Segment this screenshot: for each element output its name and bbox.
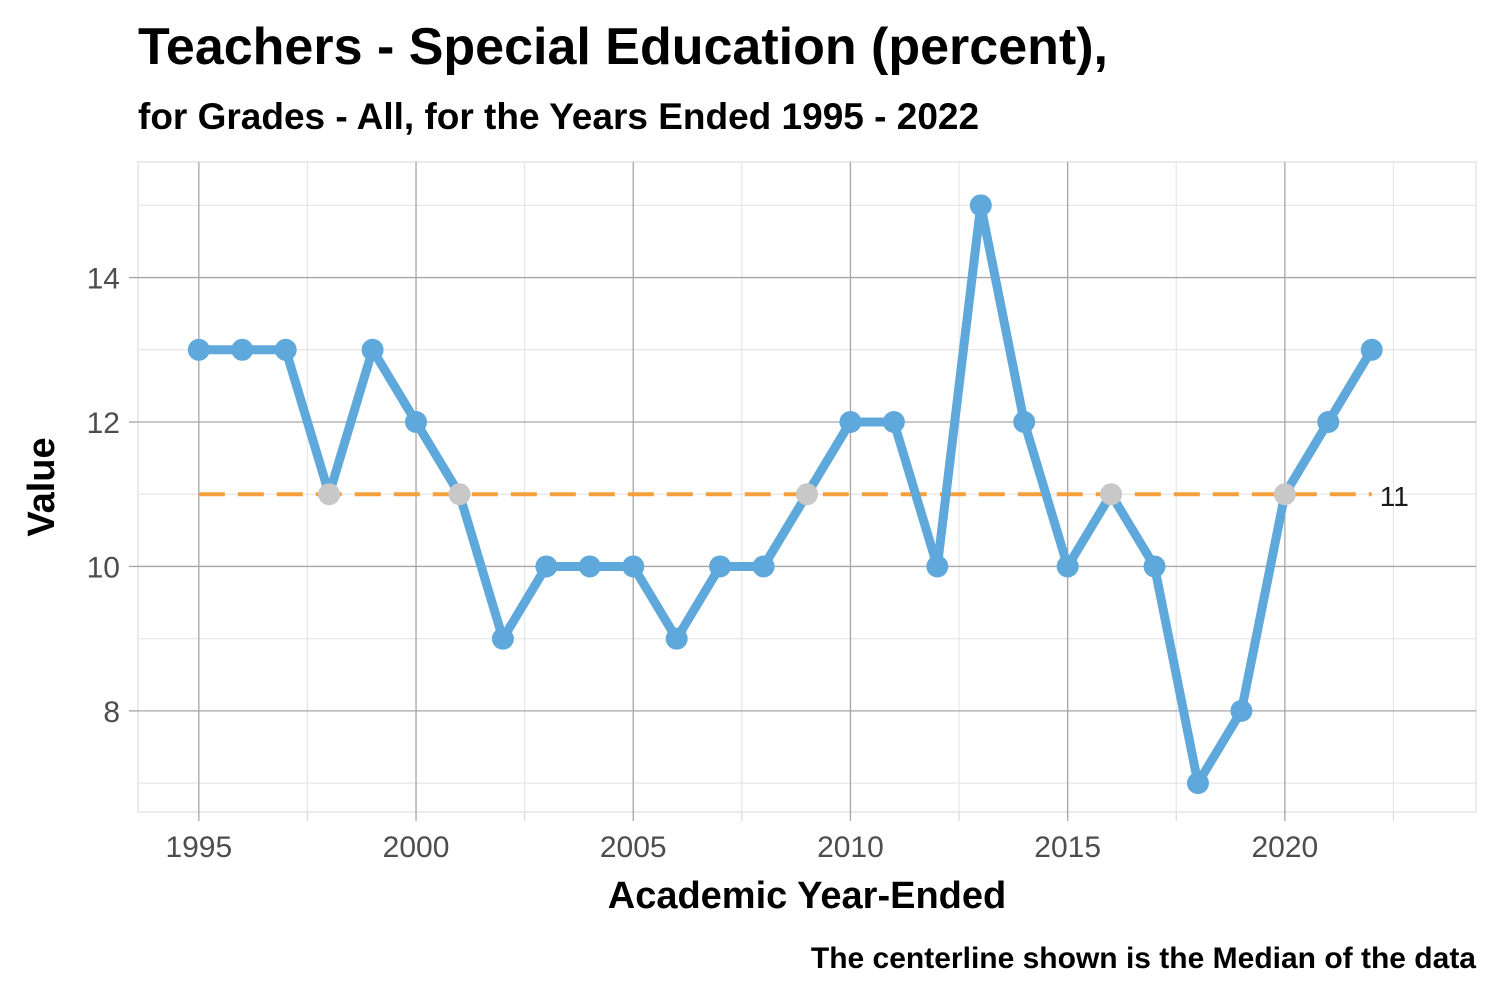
- data-point: [1100, 483, 1123, 506]
- data-point: [1013, 411, 1036, 433]
- y-axis-title: Value: [21, 437, 63, 536]
- data-point: [1360, 338, 1383, 361]
- x-tick-label: 1995: [165, 831, 232, 864]
- y-tick-label: 14: [87, 263, 120, 296]
- data-point: [882, 411, 905, 433]
- x-tick-label: 2005: [600, 831, 667, 864]
- data-point: [1317, 411, 1340, 433]
- chart-caption: The centerline shown is the Median of th…: [811, 942, 1476, 975]
- data-point: [709, 555, 732, 578]
- chart-subtitle: for Grades - All, for the Years Ended 19…: [138, 96, 979, 137]
- data-point: [274, 338, 297, 361]
- data-points: [187, 194, 1383, 795]
- y-tick-label: 8: [103, 696, 120, 729]
- data-point: [1143, 555, 1166, 578]
- data-point: [1273, 483, 1296, 506]
- x-tick-label: 2010: [817, 831, 884, 864]
- data-point: [491, 627, 514, 650]
- x-tick-label: 2015: [1034, 831, 1101, 864]
- median-label: 11: [1380, 481, 1409, 512]
- data-point: [969, 194, 992, 217]
- data-point: [622, 555, 645, 578]
- x-tick-labels: 1995 2000 2005 2010 2015 2020: [165, 831, 1318, 864]
- data-point: [318, 483, 341, 506]
- x-axis-title: Academic Year-Ended: [608, 875, 1006, 917]
- data-point: [752, 555, 775, 578]
- x-tick-label: 2020: [1251, 831, 1318, 864]
- data-point: [187, 338, 210, 361]
- axis-ticks: [129, 276, 1395, 821]
- data-point: [796, 483, 818, 506]
- data-point: [1230, 699, 1253, 722]
- data-point: [578, 555, 601, 578]
- chart-title: Teachers - Special Education (percent),: [138, 18, 1108, 76]
- y-tick-label: 10: [87, 551, 120, 584]
- y-tick-labels: 8 10 12 14: [87, 263, 120, 729]
- data-point: [926, 555, 949, 578]
- series-line: [194, 200, 1377, 788]
- x-tick-label: 2000: [383, 831, 450, 864]
- data-point: [535, 555, 558, 578]
- data-point: [448, 483, 471, 506]
- major-gridlines: [138, 162, 1476, 812]
- data-point: [231, 338, 254, 361]
- data-point: [361, 338, 384, 361]
- data-point: [839, 411, 862, 433]
- data-point: [1056, 555, 1079, 578]
- data-point: [405, 411, 428, 433]
- data-point: [1186, 772, 1209, 795]
- data-point: [665, 627, 688, 650]
- y-tick-label: 12: [87, 407, 120, 440]
